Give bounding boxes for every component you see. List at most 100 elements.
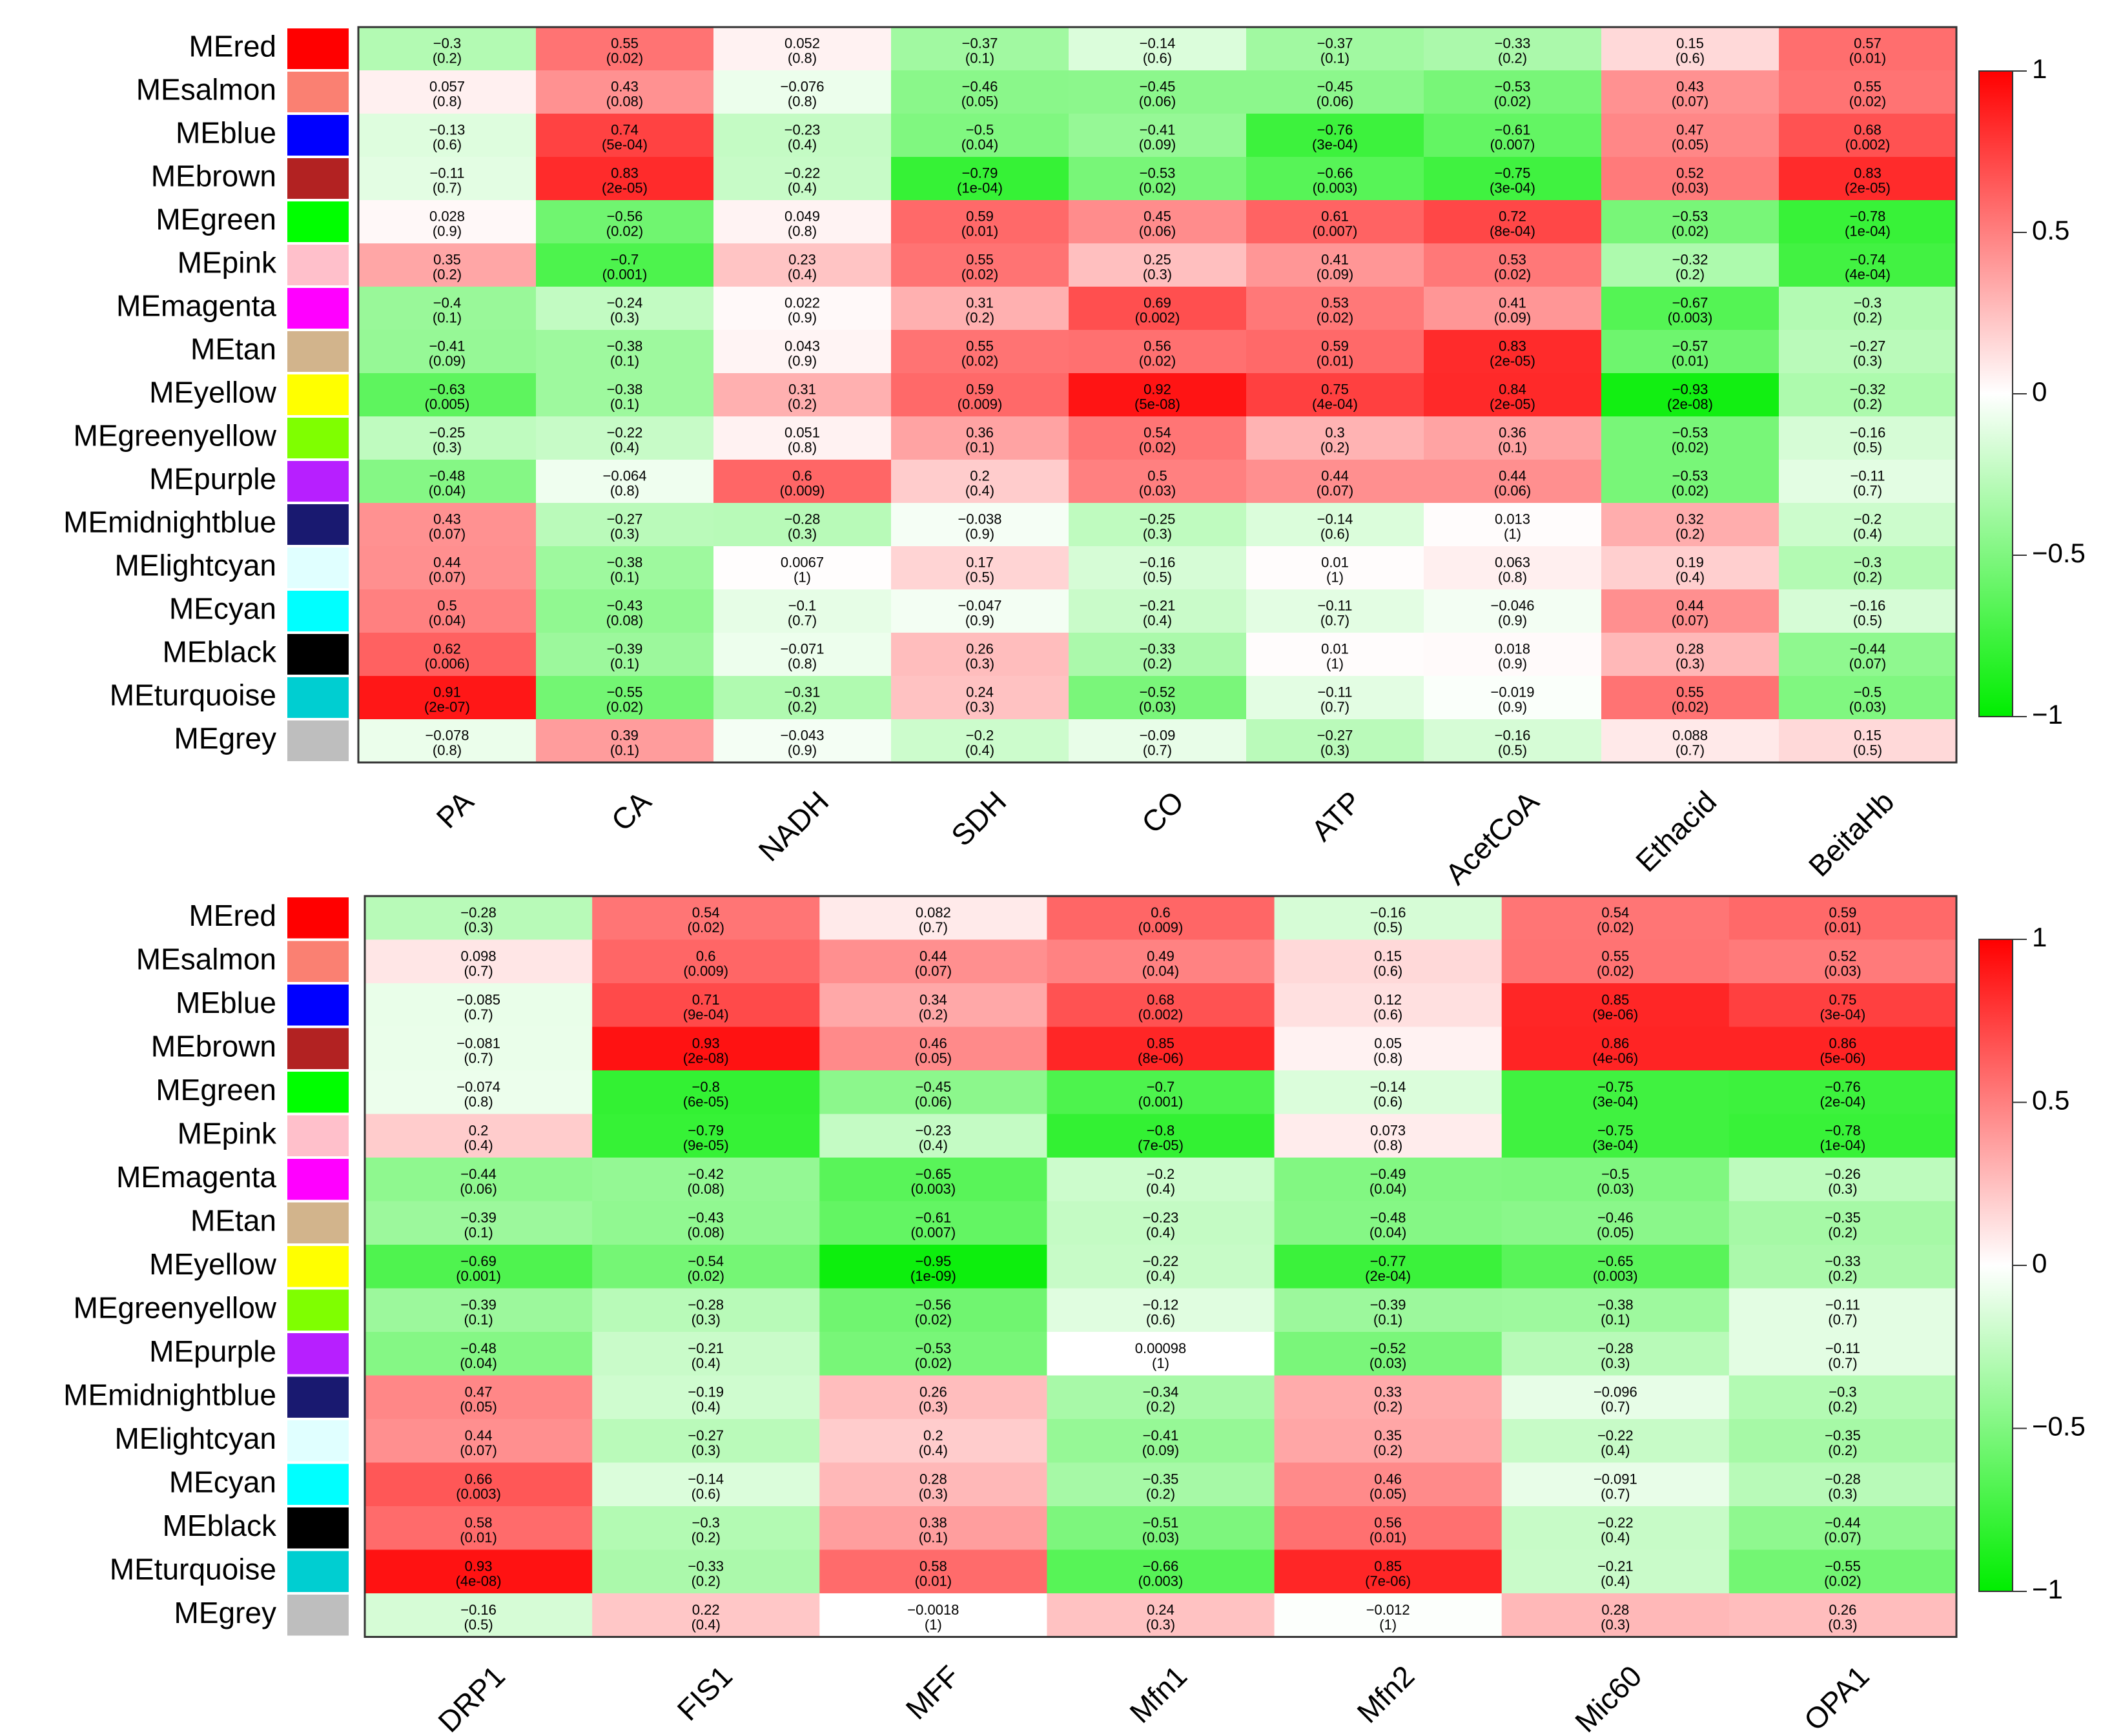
trait-label: CO bbox=[1135, 784, 1191, 840]
cell-pvalue-label: (0.6) bbox=[1143, 50, 1172, 66]
heatmap-cell bbox=[891, 27, 1069, 71]
cell-correlation-label: −0.7 bbox=[611, 252, 639, 268]
heatmap-cell bbox=[365, 1158, 593, 1201]
cell-correlation-label: −0.28 bbox=[785, 511, 821, 527]
cell-pvalue-label: (0.08) bbox=[687, 1181, 724, 1197]
cell-pvalue-label: (0.03) bbox=[1672, 179, 1708, 196]
heatmap-cell bbox=[536, 719, 714, 763]
cell-correlation-label: 0.24 bbox=[1147, 1602, 1174, 1618]
heatmap-cell bbox=[1047, 896, 1275, 940]
heatmap-cell bbox=[1728, 1549, 1957, 1594]
cell-pvalue-label: (4e-04) bbox=[1312, 396, 1358, 412]
heatmap-cell bbox=[536, 114, 714, 158]
cell-correlation-label: −0.43 bbox=[607, 598, 643, 614]
cell-pvalue-label: (0.3) bbox=[1601, 1355, 1630, 1371]
cell-correlation-label: 0.59 bbox=[966, 382, 994, 398]
cell-correlation-label: −0.32 bbox=[1672, 252, 1708, 268]
cell-correlation-label: 0.85 bbox=[1374, 1558, 1402, 1574]
heatmap-cell bbox=[1728, 1158, 1957, 1201]
heatmap-cell bbox=[713, 70, 892, 114]
cell-pvalue-label: (0.08) bbox=[606, 93, 643, 109]
heatmap-cell bbox=[1069, 373, 1247, 417]
module-color-swatch bbox=[287, 1464, 349, 1505]
cell-pvalue-label: (0.3) bbox=[1601, 1617, 1630, 1633]
cell-pvalue-label: (8e-04) bbox=[1490, 223, 1535, 239]
heatmap-cell bbox=[1601, 200, 1779, 244]
module-color-swatch bbox=[287, 1159, 349, 1200]
cell-pvalue-label: (0.1) bbox=[610, 352, 639, 369]
cell-correlation-label: −0.78 bbox=[1825, 1122, 1861, 1138]
cell-pvalue-label: (0.01) bbox=[1824, 919, 1861, 935]
heatmap-cell bbox=[1779, 70, 1957, 114]
cell-pvalue-label: (0.7) bbox=[1828, 1355, 1857, 1371]
cell-correlation-label: −0.16 bbox=[1370, 904, 1406, 921]
heatmap-cell bbox=[592, 1245, 820, 1289]
heatmap-cell bbox=[365, 1593, 593, 1637]
heatmap-cell bbox=[1779, 157, 1957, 201]
heatmap-cell bbox=[1601, 589, 1779, 633]
heatmap-cell bbox=[1246, 546, 1424, 590]
heatmap-cell bbox=[1779, 460, 1957, 504]
module-label: MEpink bbox=[178, 246, 277, 280]
cell-pvalue-label: (0.06) bbox=[1139, 223, 1176, 239]
color-legend-bar bbox=[1978, 939, 2013, 1592]
heatmap-cell bbox=[365, 1462, 593, 1507]
cell-correlation-label: −0.22 bbox=[1597, 1427, 1634, 1444]
heatmap-cell bbox=[358, 114, 537, 158]
cell-correlation-label: 0.22 bbox=[692, 1602, 720, 1618]
cell-pvalue-label: (0.02) bbox=[915, 1311, 952, 1327]
cell-correlation-label: 0.43 bbox=[1676, 79, 1704, 95]
cell-pvalue-label: (0.007) bbox=[910, 1224, 956, 1240]
cell-pvalue-label: (1) bbox=[1379, 1617, 1397, 1633]
heatmap-cell bbox=[1246, 27, 1424, 71]
cell-correlation-label: 0.43 bbox=[433, 511, 461, 527]
heatmap-cell bbox=[1069, 546, 1247, 590]
cell-pvalue-label: (0.07) bbox=[1672, 93, 1708, 109]
cell-pvalue-label: (0.04) bbox=[429, 612, 466, 628]
cell-correlation-label: −0.012 bbox=[1366, 1602, 1410, 1618]
cell-correlation-label: −0.35 bbox=[1825, 1427, 1861, 1444]
cell-correlation-label: 0.35 bbox=[433, 252, 461, 268]
heatmap-cell bbox=[713, 330, 892, 374]
cell-pvalue-label: (2e-08) bbox=[683, 1050, 729, 1066]
heatmap-cell bbox=[1047, 1506, 1275, 1550]
cell-pvalue-label: (0.01) bbox=[1672, 352, 1708, 369]
cell-pvalue-label: (0.4) bbox=[788, 179, 817, 196]
cell-correlation-label: −0.19 bbox=[688, 1384, 724, 1400]
heatmap-cell bbox=[358, 633, 537, 677]
cell-correlation-label: −0.57 bbox=[1672, 338, 1708, 354]
cell-pvalue-label: (0.9) bbox=[433, 223, 462, 239]
color-legend-bar bbox=[1978, 70, 2013, 717]
module-color-swatch bbox=[287, 331, 349, 372]
cell-correlation-label: −0.38 bbox=[607, 338, 643, 354]
heatmap-cell bbox=[1246, 503, 1424, 547]
cell-pvalue-label: (0.05) bbox=[961, 93, 998, 109]
cell-pvalue-label: (0.7) bbox=[919, 919, 948, 935]
cell-correlation-label: 0.01 bbox=[1321, 641, 1349, 657]
heatmap-cell bbox=[536, 373, 714, 417]
heatmap-cell bbox=[1274, 1419, 1503, 1463]
heatmap-cell bbox=[358, 243, 537, 287]
heatmap-cell bbox=[1728, 1201, 1957, 1245]
cell-pvalue-label: (0.5) bbox=[1853, 612, 1882, 628]
heatmap-cell bbox=[1501, 1114, 1730, 1158]
heatmap-cell bbox=[1246, 287, 1424, 331]
cell-correlation-label: 0.54 bbox=[1601, 904, 1629, 921]
cell-pvalue-label: (0.9) bbox=[965, 612, 994, 628]
module-color-swatch bbox=[287, 591, 349, 631]
cell-correlation-label: 0.74 bbox=[611, 122, 639, 138]
heatmap-cell bbox=[819, 1462, 1047, 1507]
cell-pvalue-label: (4e-04) bbox=[1845, 266, 1891, 282]
heatmap-cell bbox=[1728, 1462, 1957, 1507]
legend-tick-label: 0 bbox=[2032, 1248, 2047, 1278]
cell-correlation-label: 0.92 bbox=[1144, 382, 1171, 398]
heatmap-cell bbox=[819, 1506, 1047, 1550]
cell-correlation-label: 0.83 bbox=[1499, 338, 1526, 354]
cell-pvalue-label: (0.001) bbox=[456, 1268, 501, 1284]
cell-pvalue-label: (0.7) bbox=[1828, 1311, 1857, 1327]
heatmap-cell bbox=[1728, 1506, 1957, 1550]
cell-correlation-label: −0.23 bbox=[785, 122, 821, 138]
cell-pvalue-label: (0.2) bbox=[692, 1529, 721, 1546]
cell-pvalue-label: (5e-08) bbox=[1134, 396, 1180, 412]
module-label: MEmidnightblue bbox=[63, 1378, 276, 1411]
